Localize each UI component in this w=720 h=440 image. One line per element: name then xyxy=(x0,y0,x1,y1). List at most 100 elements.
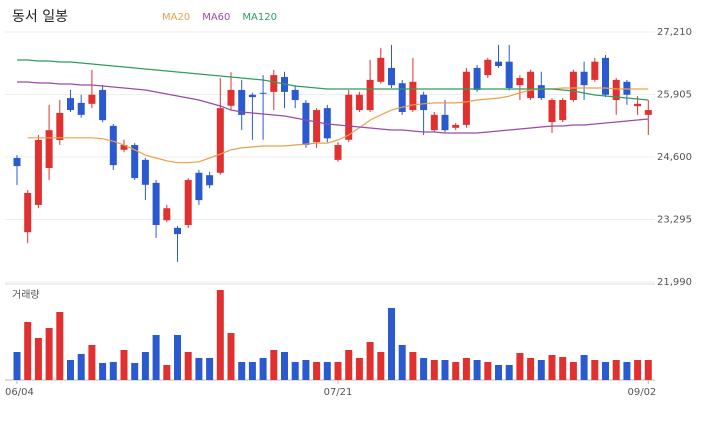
volume-bar xyxy=(505,365,513,380)
candle-body xyxy=(612,79,620,101)
volume-bar xyxy=(281,352,288,380)
legend-entry: MA120 xyxy=(242,12,277,23)
candle-body xyxy=(88,94,96,104)
volume-bar xyxy=(366,342,374,380)
candle-body xyxy=(334,145,342,160)
volume-bar xyxy=(623,362,631,380)
candle-body xyxy=(227,89,235,106)
candle-body xyxy=(238,89,246,115)
volume-bar xyxy=(527,358,535,380)
candle-body xyxy=(409,81,417,111)
candle-body xyxy=(109,125,117,166)
candle-body xyxy=(141,159,149,185)
candle-body xyxy=(56,112,64,140)
volume-bar xyxy=(216,290,224,380)
volume-bar xyxy=(323,362,331,380)
volume-bar xyxy=(495,365,502,380)
candle-body xyxy=(559,100,567,121)
candle-body xyxy=(505,61,513,89)
volume-bar xyxy=(420,358,428,380)
candle-body xyxy=(569,71,577,101)
volume-bar xyxy=(302,360,310,380)
volume-bar xyxy=(409,352,417,380)
chart-title: 동서 일봉 xyxy=(12,9,68,25)
candle-body xyxy=(77,102,85,115)
volume-bar xyxy=(388,308,395,380)
candle-body xyxy=(45,130,53,169)
candle-body xyxy=(644,110,652,115)
volume-bar xyxy=(430,360,438,380)
candle-body xyxy=(377,57,385,82)
volume-bar xyxy=(644,360,652,380)
volume-bar xyxy=(334,362,342,380)
volume-bar xyxy=(109,362,117,380)
candle-body xyxy=(516,77,524,86)
volume-bar xyxy=(141,352,149,380)
volume-bar xyxy=(569,362,577,380)
candle-body xyxy=(24,192,32,233)
volume-bar xyxy=(152,335,160,380)
ma-line xyxy=(17,81,649,134)
candle-body xyxy=(430,114,438,131)
candle-body xyxy=(366,79,374,111)
y-tick-label: 24,600 xyxy=(657,152,692,163)
volume-bar xyxy=(131,363,139,380)
candle-body xyxy=(152,182,160,226)
candle-body xyxy=(452,124,460,128)
volume-bar xyxy=(99,363,107,380)
candle-body xyxy=(484,59,492,76)
volume-bar xyxy=(580,355,588,380)
candle-body xyxy=(441,114,449,131)
candle-body xyxy=(120,145,128,150)
candle-body xyxy=(313,110,321,143)
candle-body xyxy=(291,89,299,101)
volume-bar xyxy=(548,355,556,380)
volume-bar xyxy=(67,360,74,380)
volume-bar xyxy=(24,322,32,380)
candle-body xyxy=(580,71,588,86)
volume-label: 거래량 xyxy=(12,289,40,301)
volume-bar xyxy=(591,360,599,380)
candle-body xyxy=(473,67,481,90)
legend-entry: MA60 xyxy=(202,12,230,23)
volume-bar xyxy=(45,328,53,380)
candle-body xyxy=(270,75,278,92)
candle-body xyxy=(34,139,42,205)
y-tick-label: 23,295 xyxy=(657,215,692,226)
volume-bar xyxy=(634,360,642,380)
candle-body xyxy=(591,61,599,80)
candle-body xyxy=(323,108,331,139)
volume-bar xyxy=(248,362,256,380)
volume-bar xyxy=(345,350,353,380)
ma-line xyxy=(17,59,649,101)
volume-bar xyxy=(227,333,235,380)
volume-bar xyxy=(238,362,246,380)
candle-body xyxy=(623,81,631,95)
candle-body xyxy=(388,67,395,86)
candle-body xyxy=(131,145,139,179)
volume-bar xyxy=(398,345,406,380)
candle-body xyxy=(495,61,502,67)
legend-entry: MA20 xyxy=(162,12,190,23)
candle-body xyxy=(634,103,642,107)
volume-bar xyxy=(88,345,96,380)
volume-bar xyxy=(184,352,192,380)
volume-bar xyxy=(612,360,620,380)
volume-bar xyxy=(452,362,460,380)
volume-bar xyxy=(163,365,171,380)
candle-body xyxy=(184,179,192,226)
volume-bar xyxy=(195,358,203,380)
volume-bar xyxy=(77,354,85,380)
y-tick-label: 21,990 xyxy=(657,277,692,288)
volume-bar xyxy=(462,358,470,380)
volume-bar xyxy=(559,357,567,380)
volume-bar xyxy=(441,360,449,380)
volume-bar xyxy=(377,352,385,380)
candle-body xyxy=(345,94,353,140)
volume-bar xyxy=(206,358,214,380)
candle-body xyxy=(355,94,363,111)
x-tick-label: 09/02 xyxy=(627,387,656,398)
candle-body xyxy=(206,175,214,186)
candle-body xyxy=(398,83,406,112)
volume-bar xyxy=(56,312,64,380)
